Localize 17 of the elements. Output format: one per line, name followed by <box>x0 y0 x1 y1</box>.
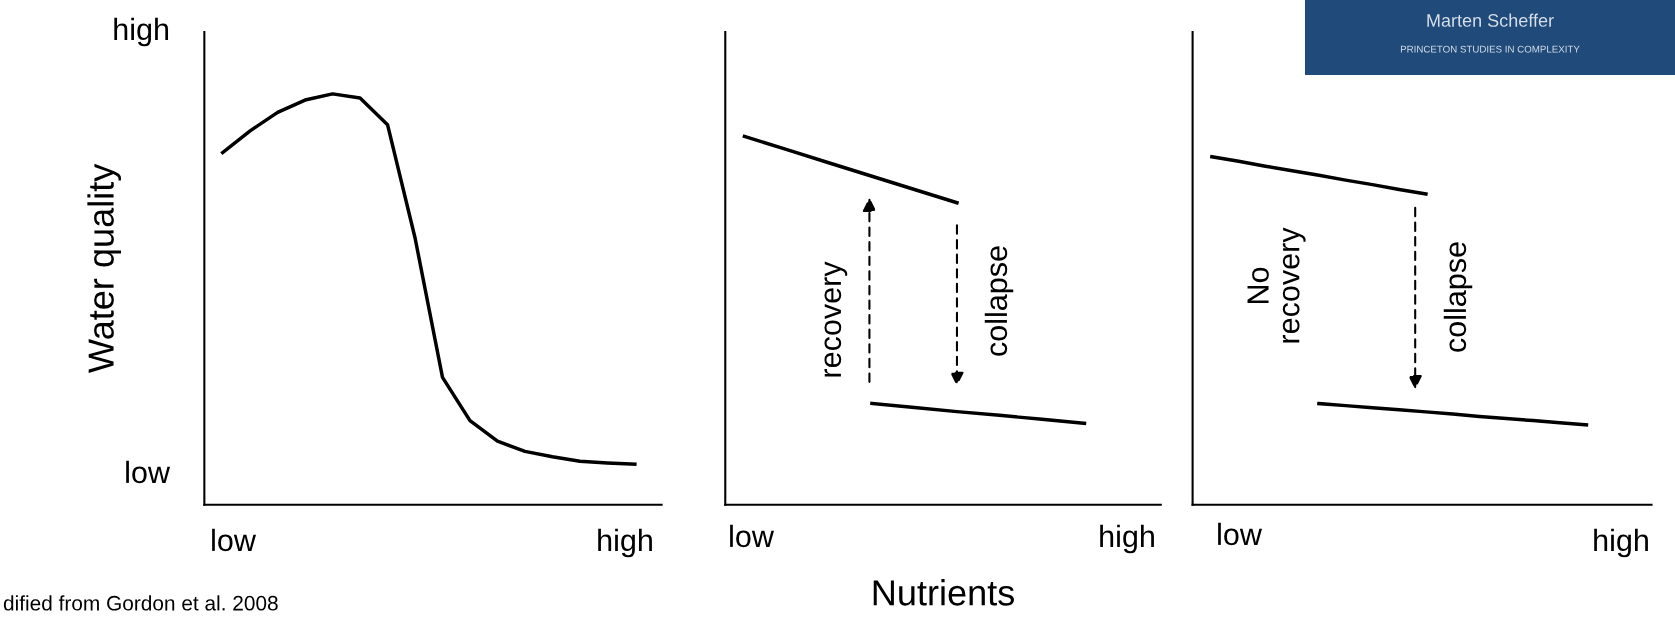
text: low <box>126 460 171 484</box>
annotation: collapse <box>984 246 1014 356</box>
text: high <box>598 528 652 558</box>
text: high <box>1594 528 1648 558</box>
text: low <box>1218 522 1262 546</box>
text: PRINCETON STUDIES IN COMPLEXITY <box>1400 45 1580 53</box>
x-axis-title: Nutrients <box>873 579 1014 606</box>
annotation: recovery <box>824 261 848 377</box>
annotation: collapse <box>1443 242 1473 352</box>
text: Marten Scheffer <box>1427 13 1554 27</box>
text: low <box>730 524 774 548</box>
text: low <box>212 528 256 552</box>
y-axis-title: Water quality <box>87 163 122 373</box>
text: high <box>1100 524 1154 554</box>
text: high <box>114 17 169 47</box>
text: dified from Gordon et al. 2008 <box>3 595 278 611</box>
annotation: No recovery <box>1247 227 1306 343</box>
